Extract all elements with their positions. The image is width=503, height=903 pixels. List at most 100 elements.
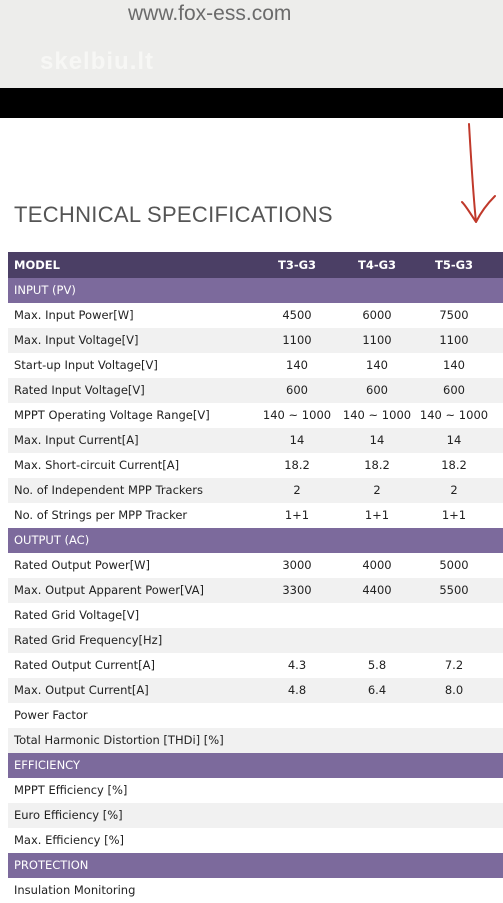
spec-row: Rated Grid Voltage[V] [8,603,503,628]
cell-value: 6.4 [367,683,387,697]
spec-row: Max. Output Current[A] 4.8 6.4 8.0 [8,678,503,703]
cell-label: MPPT Operating Voltage Range[V] [14,408,210,422]
cell-value: 1+1 [364,508,390,522]
cell-label: Max. Efficiency [%] [14,833,125,847]
cell-label: No. of Strings per MPP Tracker [14,508,188,522]
spec-row: Total Harmonic Distortion [THDi] [%] [8,728,503,753]
cell-value: 5500 [439,583,469,597]
spec-row: Rated Grid Frequency[Hz] [8,628,503,653]
cell-value: 5000 [439,558,469,572]
cell-value: 14 [289,433,305,447]
cell-label: Euro Efficiency [%] [14,808,123,822]
spec-row: Max. Input Power[W] 4500 6000 7500 [8,303,503,328]
section-row: PROTECTION [8,853,503,878]
cell-value: 2 [293,483,301,497]
cell-label: Rated Grid Frequency[Hz] [14,633,163,647]
cell-value: 3300 [282,583,312,597]
cell-value: 600 [286,383,308,397]
cell-value: 6000 [362,308,392,322]
spec-row: Max. Efficiency [%] [8,828,503,853]
cell-label: OUTPUT (AC) [14,533,90,547]
spec-row: Power Factor [8,703,503,728]
section-row: OUTPUT (AC) [8,528,503,553]
cell-label: Max. Input Current[A] [14,433,139,447]
section-title: TECHNICAL SPECIFICATIONS [14,202,333,227]
cell-label: Insulation Monitoring [14,883,136,897]
cell-label: Total Harmonic Distortion [THDi] [%] [14,733,224,747]
spec-row: MPPT Operating Voltage Range[V] 140 ~ 100… [8,403,503,428]
cell-value: 140 [443,358,465,372]
cell-value: 4.8 [287,683,307,697]
cell-value: 4500 [282,308,312,322]
cell-value: 18.2 [441,458,467,472]
cell-value: 8.0 [444,683,464,697]
spec-row: Max. Input Voltage[V] 1100 1100 1100 [8,328,503,353]
watermark: skelbiu.lt [40,48,155,75]
website-url: www.fox-ess.com [128,2,292,25]
cell-label: MODEL [14,258,60,272]
cell-label: Max. Short-circuit Current[A] [14,458,180,472]
hand-drawn-arrow [461,123,496,223]
table-header-row: MODEL T3-G3 T4-G3 T5-G3 [8,252,503,278]
cell-label: EFFICIENCY [14,758,81,772]
cell-label: INPUT (PV) [14,283,76,297]
cell-value: 140 ~ 1000 [262,408,332,422]
cell-value: 7500 [439,308,469,322]
cell-label: Rated Input Voltage[V] [14,383,145,397]
cell-label: Max. Input Power[W] [14,308,134,322]
cell-value: 600 [443,383,465,397]
cell-value: 3000 [282,558,312,572]
cell-value: 4000 [362,558,392,572]
cell-value: T4-G3 [357,258,397,272]
spec-row: Max. Short-circuit Current[A] 18.2 18.2 18.… [8,453,503,478]
cell-value: 2 [450,483,458,497]
spec-row: Rated Output Current[A] 4.3 5.8 7.2 [8,653,503,678]
spec-row: No. of Strings per MPP Tracker 1+1 1+1 1+1 [8,503,503,528]
spec-row: Euro Efficiency [%] [8,803,503,828]
cell-label: Rated Output Power[W] [14,558,151,572]
section-row: EFFICIENCY [8,753,503,778]
cell-value: 2 [373,483,381,497]
cell-value: 600 [366,383,388,397]
divider-bar [0,88,503,118]
spec-row: Max. Output Apparent Power[VA] 3300 4400 55… [8,578,503,603]
cell-value: 140 [286,358,308,372]
cell-value: 14 [446,433,462,447]
brochure-header: www.fox-ess.com skelbiu.lt [0,0,503,88]
spec-row: Rated Input Voltage[V] 600 600 600 [8,378,503,403]
cell-value: 18.2 [284,458,310,472]
cell-label: Max. Output Current[A] [14,683,149,697]
cell-value: 14 [369,433,385,447]
section-row: INPUT (PV) [8,278,503,303]
cell-value: 140 [366,358,388,372]
cell-value: 4400 [362,583,392,597]
spec-row: No. of Independent MPP Trackers 2 2 2 [8,478,503,503]
cell-label: PROTECTION [14,858,89,872]
cell-label: Max. Output Apparent Power[VA] [14,583,204,597]
cell-value: 1100 [282,333,312,347]
cell-value: 1100 [439,333,469,347]
cell-value: 140 ~ 1000 [419,408,489,422]
cell-value: 1+1 [284,508,310,522]
cell-label: MPPT Efficiency [%] [14,783,128,797]
cell-value: T3-G3 [277,258,317,272]
spec-row: Insulation Monitoring [8,878,503,903]
cell-value: 7.2 [444,658,464,672]
cell-label: Rated Grid Voltage[V] [14,608,140,622]
cell-label: Rated Output Current[A] [14,658,155,672]
cell-value: 1100 [362,333,392,347]
spec-row: Start-up Input Voltage[V] 140 140 140 [8,353,503,378]
cell-value: 140 ~ 1000 [342,408,412,422]
cell-label: Max. Input Voltage[V] [14,333,139,347]
spec-row: Max. Input Current[A] 14 14 14 [8,428,503,453]
cell-label: Power Factor [14,708,88,722]
cell-value: 5.8 [367,658,387,672]
spec-row: Rated Output Power[W] 3000 4000 5000 [8,553,503,578]
cell-value: 18.2 [364,458,390,472]
cell-label: No. of Independent MPP Trackers [14,483,203,497]
spec-row: MPPT Efficiency [%] [8,778,503,803]
cell-value: T5-G3 [434,258,474,272]
cell-value: 1+1 [441,508,467,522]
cell-label: Start-up Input Voltage[V] [14,358,158,372]
